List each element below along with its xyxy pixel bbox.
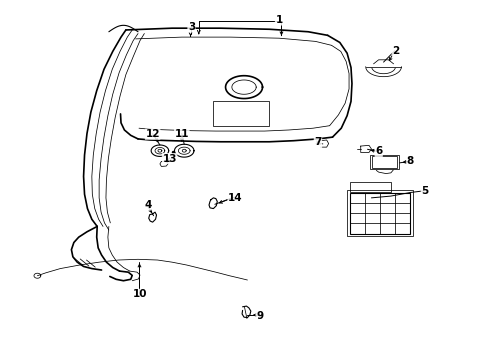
Bar	[370, 155, 399, 169]
Bar	[372, 157, 397, 168]
Text: 10: 10	[133, 289, 147, 299]
Text: 7: 7	[314, 138, 321, 148]
Bar	[349, 182, 391, 192]
Text: 12: 12	[146, 129, 160, 139]
Bar	[347, 190, 413, 236]
Text: 11: 11	[174, 129, 189, 139]
Text: 1: 1	[275, 15, 283, 25]
Text: 6: 6	[375, 147, 382, 157]
Text: 9: 9	[256, 311, 263, 321]
Bar	[214, 102, 270, 126]
Text: 8: 8	[407, 157, 414, 166]
Text: 5: 5	[421, 186, 429, 196]
Text: 2: 2	[392, 46, 399, 56]
Text: 4: 4	[144, 200, 151, 210]
Text: 3: 3	[188, 22, 195, 32]
Text: 14: 14	[228, 193, 243, 203]
Bar	[349, 193, 410, 234]
Text: 13: 13	[162, 154, 177, 163]
